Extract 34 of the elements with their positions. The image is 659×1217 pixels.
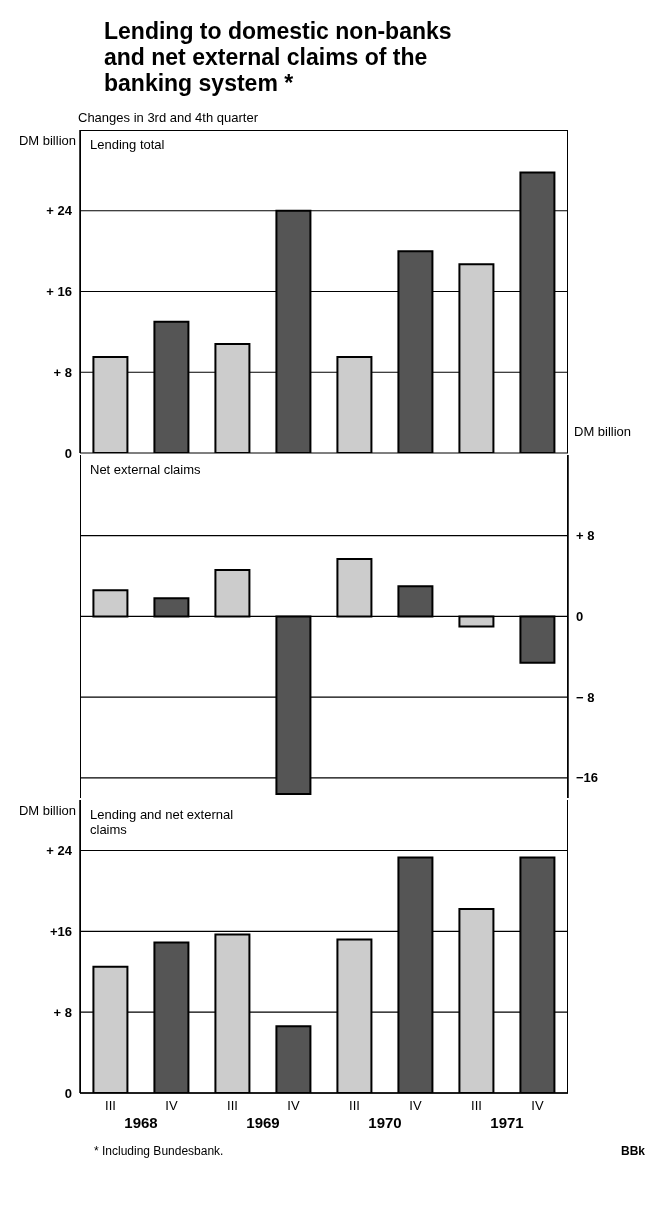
y-tick-label: +16 [49,923,72,939]
y2-axis-title: DM billion [574,424,633,439]
text: 1969 [245,1114,281,1131]
text: 1971 [489,1114,525,1131]
text: BBk [620,1144,645,1158]
y-tick-label: + 16 [46,284,72,300]
text: 1968 [123,1114,159,1131]
y-tick-label: + 24 [46,843,73,859]
y2-tick-label: 0 [576,609,584,625]
annotation: Net external claims [90,462,202,477]
x-tick-label: IV [165,1098,178,1114]
y-tick-label: + 8 [53,1004,72,1020]
y-axis-title: DM billion [17,803,76,818]
y2-tick-label: − 8 [576,689,595,705]
y2-tick-label: −16 [576,770,599,786]
y-tick-label: 0 [64,1085,72,1101]
chart-subtitle: Changes in 3rd and 4th quarter [78,110,259,125]
text: 1970 [367,1114,403,1131]
chart-title: Lending to domestic non-banks and net external claims of the banking system * [104,17,453,96]
x-tick-label: IV [531,1098,544,1114]
annotation: Lending total [90,137,166,152]
text: * Including Bundesbank. [94,1144,224,1158]
x-tick-label: IV [409,1098,422,1114]
y-axis-title: DM billion [17,133,76,148]
y-tick-label: + 8 [53,364,72,380]
x-tick-label: III [471,1098,482,1114]
x-tick-label: III [227,1098,238,1114]
x-tick-label: III [349,1098,360,1114]
y2-tick-label: + 8 [576,528,595,544]
y-tick-label: + 24 [46,203,73,219]
x-tick-label: IV [287,1098,300,1114]
annotation: Lending and net external claims [90,807,235,837]
y-tick-label: 0 [64,445,72,461]
x-tick-label: III [105,1098,116,1114]
